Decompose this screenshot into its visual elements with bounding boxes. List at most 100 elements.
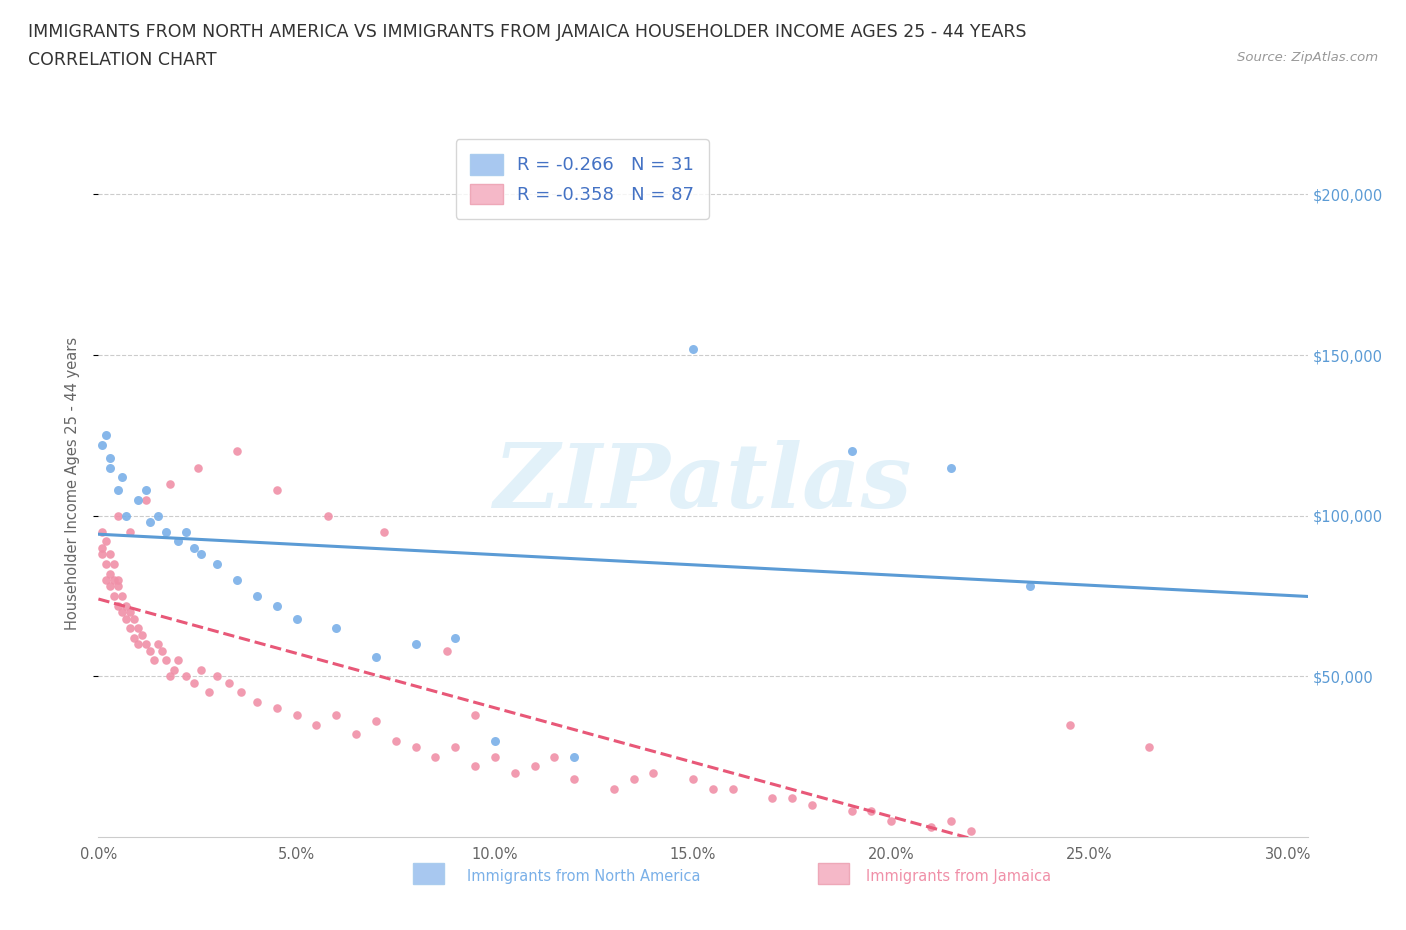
Point bbox=[841, 444, 863, 458]
Point bbox=[96, 556, 118, 571]
Point bbox=[107, 483, 129, 498]
Point bbox=[198, 685, 221, 700]
Point bbox=[111, 589, 134, 604]
Point bbox=[122, 611, 145, 626]
Point bbox=[444, 739, 467, 754]
Point bbox=[135, 637, 157, 652]
Point bbox=[702, 781, 724, 796]
Point bbox=[111, 470, 134, 485]
Point bbox=[405, 637, 427, 652]
Point bbox=[146, 637, 169, 652]
Point bbox=[285, 708, 308, 723]
Point bbox=[682, 772, 704, 787]
Point bbox=[562, 772, 585, 787]
Point bbox=[155, 525, 177, 539]
Point bbox=[103, 589, 125, 604]
Point bbox=[801, 797, 824, 812]
Point bbox=[246, 589, 269, 604]
Point bbox=[231, 685, 253, 700]
Point bbox=[107, 598, 129, 613]
Point bbox=[98, 547, 121, 562]
Point bbox=[226, 444, 249, 458]
Text: Immigrants from Jamaica: Immigrants from Jamaica bbox=[866, 869, 1052, 883]
Point bbox=[503, 765, 526, 780]
Point bbox=[523, 759, 546, 774]
Point bbox=[122, 631, 145, 645]
Point bbox=[98, 579, 121, 594]
Point bbox=[364, 650, 387, 665]
Point bbox=[174, 525, 197, 539]
Point bbox=[183, 540, 205, 555]
Point bbox=[226, 573, 249, 588]
Point bbox=[484, 733, 506, 748]
Point bbox=[131, 627, 153, 642]
Point bbox=[464, 759, 486, 774]
Point bbox=[623, 772, 645, 787]
Point bbox=[120, 604, 142, 619]
Point bbox=[103, 556, 125, 571]
Point bbox=[139, 644, 162, 658]
Point bbox=[107, 573, 129, 588]
Point bbox=[91, 540, 114, 555]
Point bbox=[115, 611, 138, 626]
Point bbox=[325, 708, 347, 723]
Point bbox=[436, 644, 458, 658]
Point bbox=[939, 814, 962, 829]
Point bbox=[780, 791, 803, 806]
Point bbox=[91, 525, 114, 539]
Point bbox=[920, 820, 942, 835]
Point bbox=[103, 573, 125, 588]
Point bbox=[266, 598, 288, 613]
Point bbox=[120, 620, 142, 635]
Point bbox=[166, 653, 188, 668]
Point bbox=[444, 631, 467, 645]
Point bbox=[562, 750, 585, 764]
Point bbox=[98, 566, 121, 581]
Point bbox=[1137, 739, 1160, 754]
Point bbox=[166, 534, 188, 549]
Point bbox=[115, 509, 138, 524]
Point bbox=[120, 525, 142, 539]
Point bbox=[190, 662, 212, 677]
Point bbox=[96, 428, 118, 443]
Point bbox=[174, 669, 197, 684]
Point bbox=[146, 509, 169, 524]
Point bbox=[127, 492, 149, 507]
Point bbox=[115, 598, 138, 613]
Point bbox=[1059, 717, 1081, 732]
Point bbox=[183, 675, 205, 690]
Point bbox=[384, 733, 406, 748]
Point bbox=[98, 460, 121, 475]
Text: Source: ZipAtlas.com: Source: ZipAtlas.com bbox=[1237, 51, 1378, 64]
Point bbox=[159, 669, 181, 684]
Point bbox=[135, 492, 157, 507]
Point bbox=[111, 604, 134, 619]
Point bbox=[643, 765, 665, 780]
Point bbox=[207, 556, 229, 571]
Y-axis label: Householder Income Ages 25 - 44 years: Householder Income Ages 25 - 44 years bbox=[65, 337, 80, 631]
Text: IMMIGRANTS FROM NORTH AMERICA VS IMMIGRANTS FROM JAMAICA HOUSEHOLDER INCOME AGES: IMMIGRANTS FROM NORTH AMERICA VS IMMIGRA… bbox=[28, 23, 1026, 41]
Point bbox=[761, 791, 783, 806]
Point bbox=[344, 726, 367, 741]
Text: CORRELATION CHART: CORRELATION CHART bbox=[28, 51, 217, 69]
Text: Immigrants from North America: Immigrants from North America bbox=[467, 869, 700, 883]
Point bbox=[107, 579, 129, 594]
Point bbox=[405, 739, 427, 754]
Point bbox=[142, 653, 165, 668]
Point bbox=[127, 637, 149, 652]
Point bbox=[364, 714, 387, 729]
Point bbox=[207, 669, 229, 684]
Point bbox=[425, 750, 447, 764]
Point bbox=[285, 611, 308, 626]
Point bbox=[305, 717, 328, 732]
Point bbox=[1019, 579, 1042, 594]
Point bbox=[155, 653, 177, 668]
Point bbox=[325, 620, 347, 635]
Point bbox=[107, 509, 129, 524]
Text: ZIPatlas: ZIPatlas bbox=[495, 440, 911, 527]
Point bbox=[603, 781, 626, 796]
Point bbox=[246, 695, 269, 710]
Point bbox=[218, 675, 240, 690]
Point bbox=[464, 708, 486, 723]
Point bbox=[163, 662, 186, 677]
